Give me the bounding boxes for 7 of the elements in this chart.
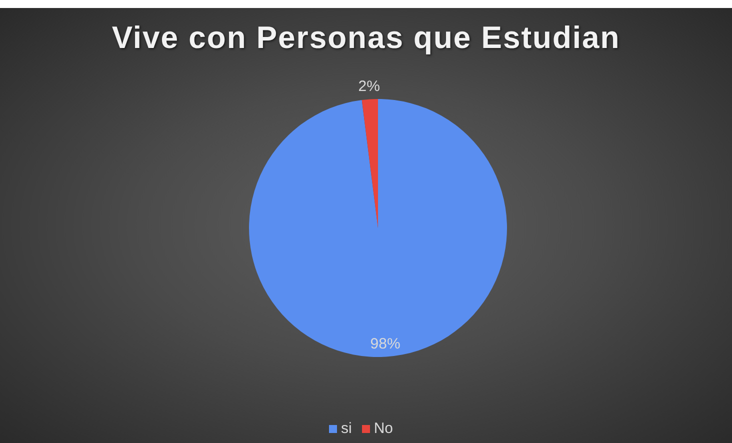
pie-slice (362, 99, 378, 228)
legend-label: si (340, 420, 352, 437)
chart-title: Vive con Personas que Estudian (110, 20, 622, 56)
pie-slice (249, 99, 507, 357)
data-label: 98% (370, 335, 400, 352)
data-label: 2% (358, 78, 380, 95)
legend-label: No (374, 420, 394, 437)
